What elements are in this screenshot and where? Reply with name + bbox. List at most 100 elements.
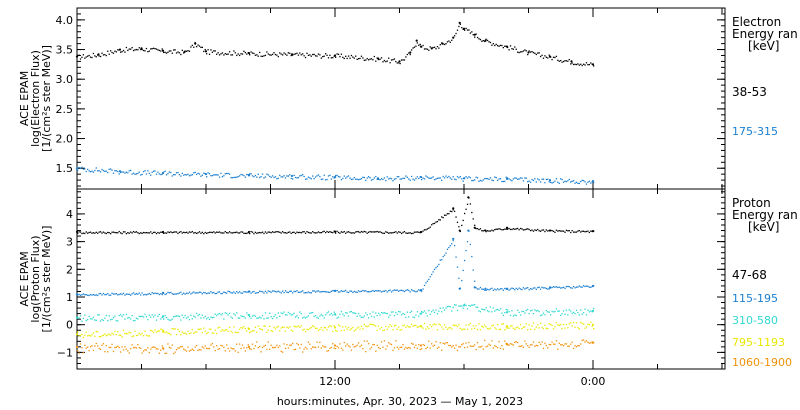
data-point [359,178,361,180]
data-point [280,53,282,55]
data-point [287,291,289,294]
data-point [190,332,192,334]
data-point [412,343,414,345]
x-tick-label: 12:00 [319,375,351,388]
data-point [413,290,416,292]
data-point [241,344,244,346]
data-point [479,346,482,348]
data-point [582,230,585,232]
data-point [141,292,143,294]
data-point [293,348,295,351]
data-point [132,292,135,294]
data-point [200,291,202,294]
data-point [548,54,550,56]
data-point [545,327,547,329]
data-point [78,317,80,319]
data-point [419,344,423,347]
data-point [197,328,199,331]
data-point [412,289,414,292]
proton-legend-title: Energy ran [732,208,798,222]
data-point [216,292,218,295]
data-point [517,51,519,53]
data-point [442,328,444,330]
data-point [300,232,302,234]
data-point [590,321,592,323]
proton-legend-title: Proton [732,196,771,210]
data-point [486,178,489,180]
data-point [214,329,216,331]
data-point [320,178,322,181]
data-point [484,339,486,342]
data-point [505,45,509,48]
data-point [555,178,558,180]
data-point [548,181,550,183]
data-point [313,326,315,328]
data-point [398,326,400,328]
data-point [274,328,277,330]
data-point [154,329,156,331]
data-point [197,172,199,174]
data-point [456,175,459,178]
data-point [132,230,135,233]
data-point [165,352,168,354]
data-point [584,231,586,233]
data-point [151,330,153,332]
electron-ylabel-line: log(Electron Flux) [29,50,42,147]
data-point [415,314,417,316]
data-point [185,350,188,352]
data-point [251,291,254,293]
data-point [134,231,136,233]
data-point [581,339,583,342]
data-point [294,316,297,318]
data-point [568,286,570,288]
data-point [562,286,565,288]
data-point [413,231,416,233]
data-point [547,57,549,59]
data-point [498,328,500,331]
data-point [429,46,431,48]
data-point [491,325,493,327]
data-point [469,305,472,307]
data-point [164,332,166,334]
data-point [466,346,469,348]
data-point [75,167,79,170]
data-point [352,326,354,329]
data-point [183,231,185,233]
data-point [309,312,311,314]
data-point [446,176,449,179]
data-point [527,287,529,289]
data-point [544,314,546,316]
data-point [537,309,539,312]
data-point [362,316,364,319]
data-point [367,343,370,345]
data-point [238,317,241,319]
data-point [548,323,550,325]
data-point [423,48,426,50]
data-point [84,57,86,59]
data-point [557,181,559,183]
data-point [266,232,268,234]
data-point [284,314,287,316]
data-point [504,228,506,230]
data-point [260,328,262,331]
data-point [453,324,456,327]
data-point [207,292,209,294]
data-point [538,286,540,288]
data-point [105,293,107,296]
data-point [329,347,331,350]
data-point [578,345,580,347]
data-point [496,308,499,311]
data-point [287,231,289,233]
data-point [519,51,522,53]
data-point [418,289,420,291]
data-point [302,329,304,331]
data-point [154,292,156,294]
data-point [92,349,95,352]
data-point [190,293,192,295]
data-point [201,293,203,295]
data-point [587,323,589,325]
data-point [77,169,79,172]
data-point [253,347,255,350]
data-point [164,170,166,172]
data-point [426,346,429,349]
